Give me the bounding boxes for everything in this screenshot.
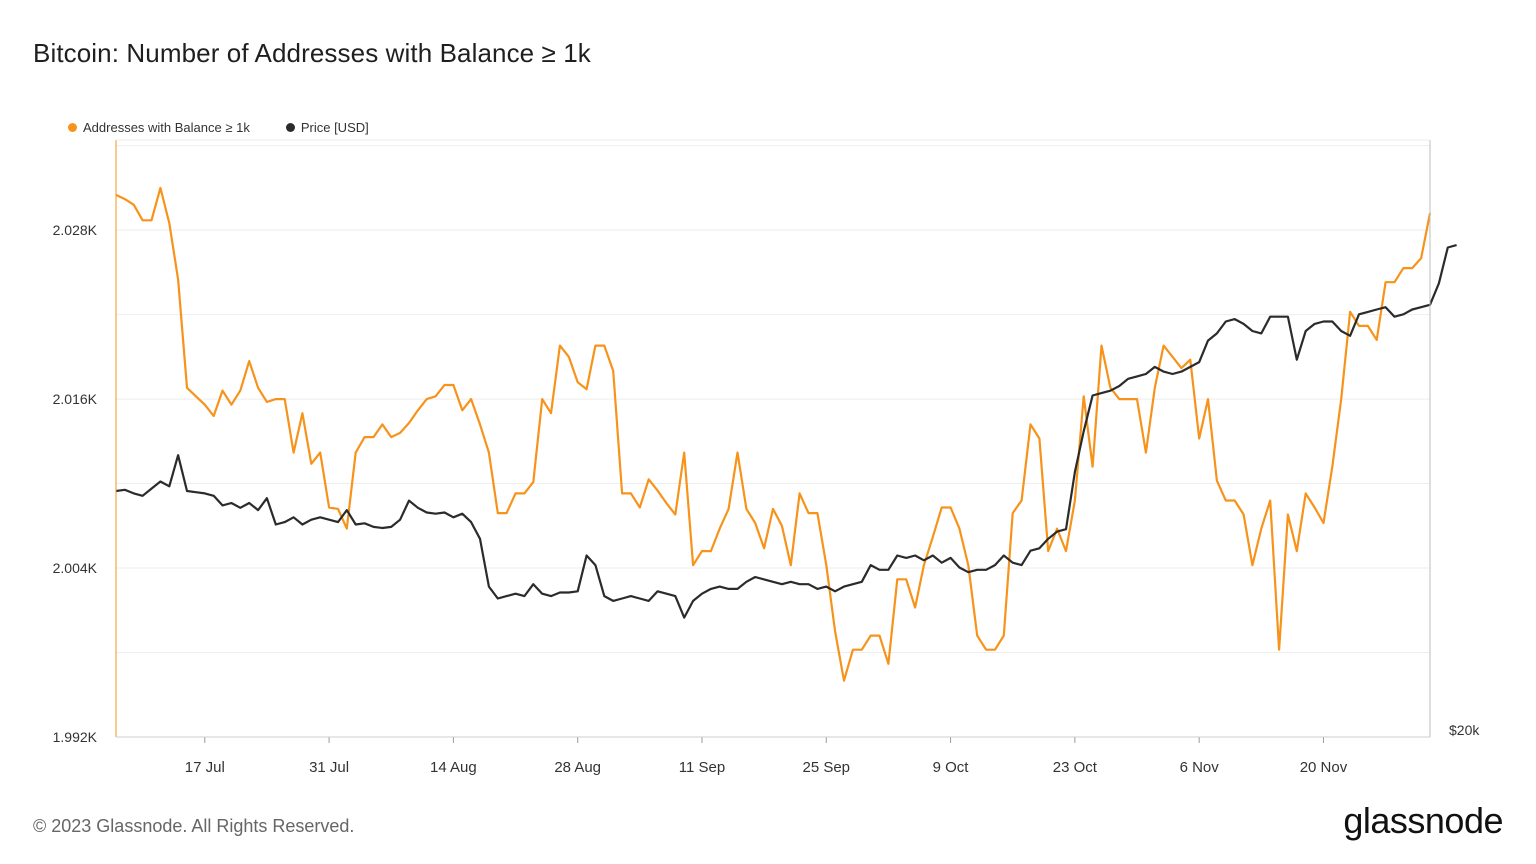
x-tick-label: 23 Oct xyxy=(1053,759,1098,776)
x-tick-label: 31 Jul xyxy=(309,759,349,776)
price-series-line xyxy=(115,244,1457,619)
legend-item-price[interactable]: Price [USD] xyxy=(285,120,369,135)
legend: Addresses with Balance ≥ 1k Price [USD] xyxy=(68,120,369,135)
x-axis-ticks: 17 Jul 31 Jul 14 Aug 28 Aug 11 Sep 25 Sep 9 Oc… xyxy=(185,737,1348,776)
x-tick-label: 20 Nov xyxy=(1300,759,1348,776)
copyright-text: © 2023 Glassnode. All Rights Reserved. xyxy=(33,816,355,836)
y-tick-label: 2.004K xyxy=(53,560,98,576)
chart-title: Bitcoin: Number of Addresses with Balanc… xyxy=(33,38,591,68)
y-tick-label: 2.016K xyxy=(53,391,98,407)
y-tick-label: 1.992K xyxy=(53,729,98,745)
addresses-legend-dot xyxy=(68,123,77,132)
legend-item-addresses[interactable]: Addresses with Balance ≥ 1k xyxy=(68,120,250,135)
y-right-tick-label: $20k xyxy=(1449,722,1480,738)
legend-label-addresses: Addresses with Balance ≥ 1k xyxy=(83,120,250,135)
y-tick-label: 2.028K xyxy=(53,222,98,238)
grid-lines xyxy=(116,145,1430,738)
series-lines xyxy=(115,186,1457,682)
y-axis-ticks: 1.992K 2.004K 2.016K 2.028K $20k xyxy=(53,222,1481,745)
x-tick-label: 17 Jul xyxy=(185,759,225,776)
x-tick-label: 11 Sep xyxy=(679,759,725,776)
glassnode-logo: glassnode xyxy=(1343,800,1503,841)
x-tick-label: 28 Aug xyxy=(554,759,601,776)
x-tick-label: 14 Aug xyxy=(430,759,477,776)
x-tick-label: 6 Nov xyxy=(1180,759,1220,776)
axes xyxy=(115,139,1431,738)
price-legend-dot xyxy=(285,123,295,132)
legend-label-price: Price [USD] xyxy=(300,120,369,135)
x-tick-label: 9 Oct xyxy=(933,759,970,776)
addresses-series-line xyxy=(115,186,1432,682)
x-tick-label: 25 Sep xyxy=(802,759,850,776)
